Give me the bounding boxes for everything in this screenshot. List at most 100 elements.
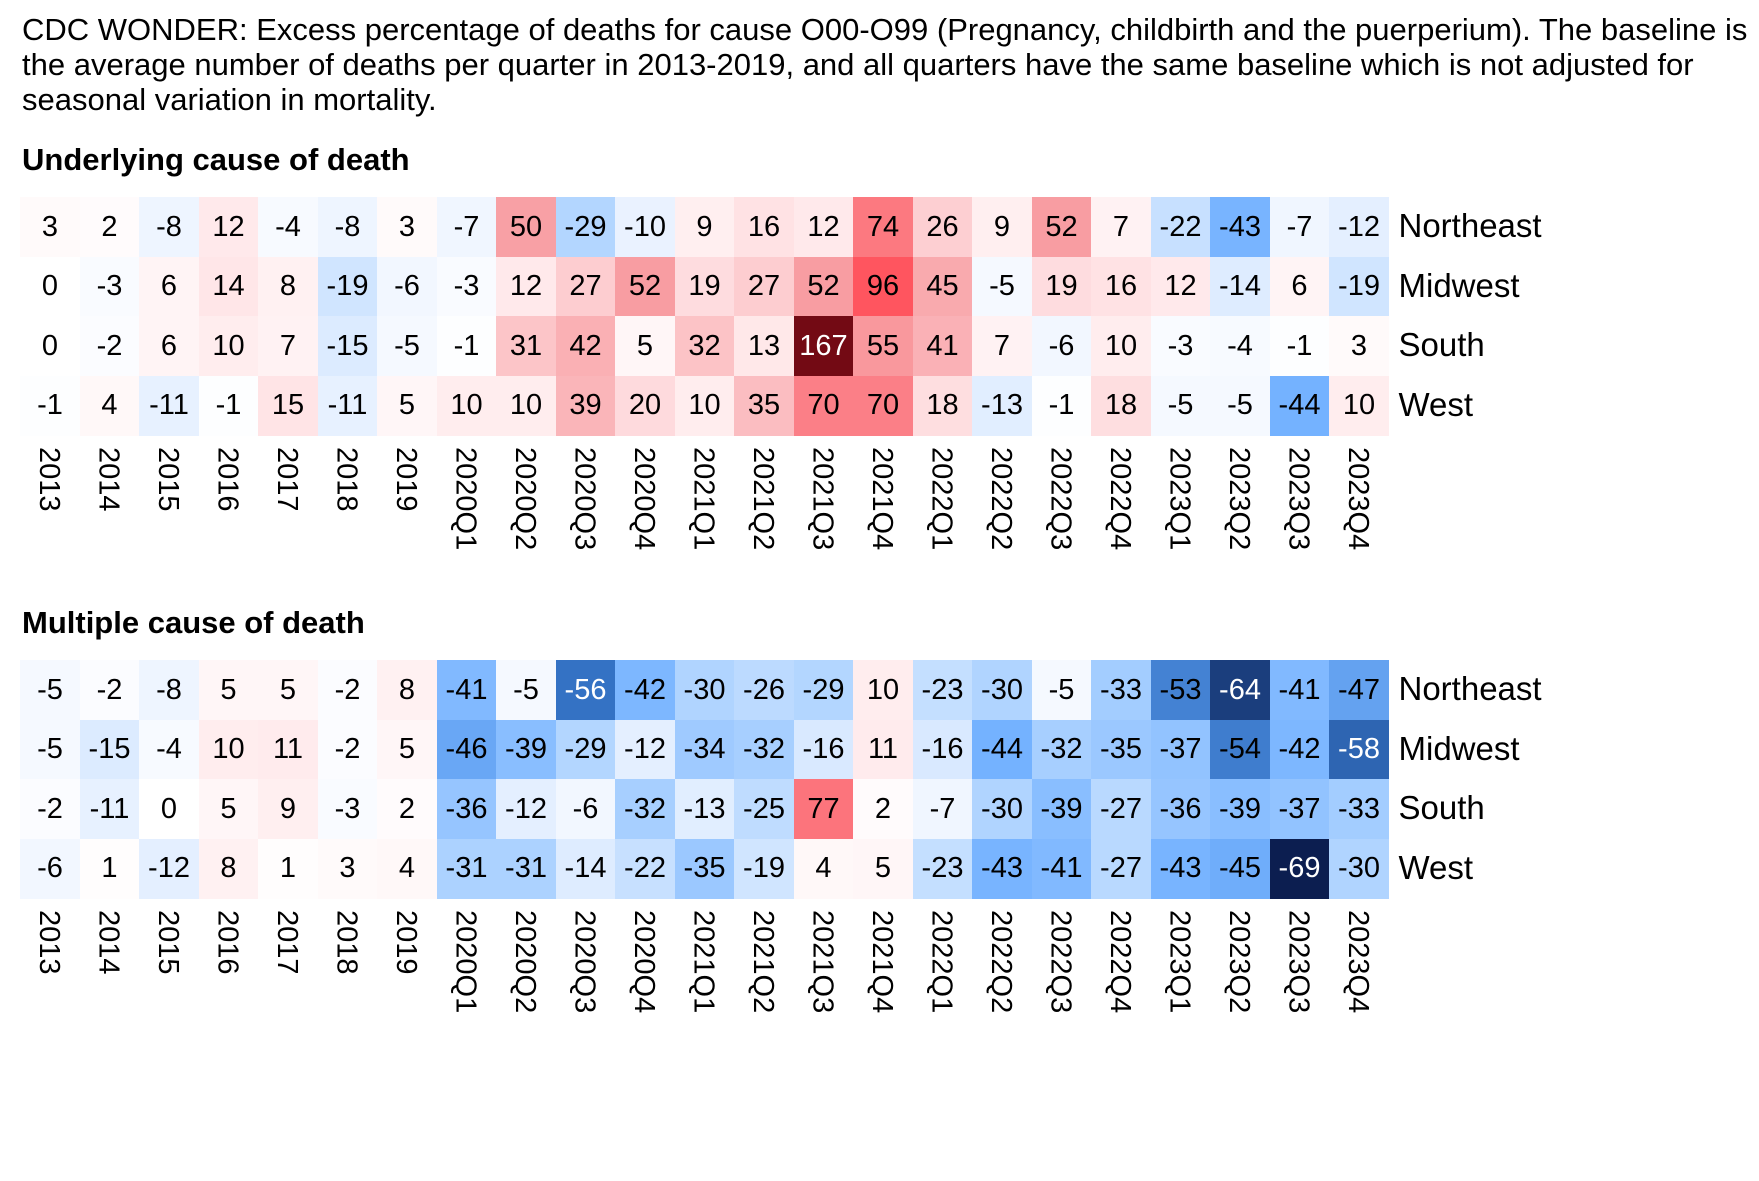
heatmap-cell: 6 <box>139 316 199 376</box>
column-label: 2020Q2 <box>509 447 541 551</box>
heatmap-cell: -27 <box>1091 838 1151 899</box>
column-label: 2020Q3 <box>568 910 601 1014</box>
heatmap-cell: -12 <box>615 719 675 780</box>
heatmap-cell: -3 <box>436 256 497 317</box>
heatmap-cell: -27 <box>1091 779 1151 839</box>
heatmap-cell: -4 <box>1210 316 1270 376</box>
column-label: 2019 <box>390 910 422 975</box>
column-label: 2020Q1 <box>449 910 482 1014</box>
heatmap-cell: 3 <box>1329 316 1389 376</box>
heatmap-cell: -1 <box>198 375 259 436</box>
heatmap-cell: -37 <box>1269 779 1330 839</box>
column-label: 2023Q2 <box>1223 910 1255 1014</box>
row-label: South <box>1398 789 1485 826</box>
column-label: 2022Q3 <box>1044 447 1077 551</box>
heatmap-cell: -69 <box>1269 838 1330 899</box>
heatmap-cell: 27 <box>555 256 616 317</box>
heatmap-cell: -53 <box>1150 660 1211 720</box>
heatmap-cell: -8 <box>139 660 199 720</box>
column-label: 2020Q4 <box>628 910 660 1014</box>
chart-caption: CDC WONDER: Excess percentage of deaths … <box>22 12 1748 117</box>
heatmap-cell: 2 <box>377 779 437 839</box>
heatmap-cell: 18 <box>1091 375 1151 436</box>
heatmap-cell: -5 <box>20 719 80 780</box>
heatmap-cell: 39 <box>555 375 616 436</box>
heatmap-cell: 8 <box>377 660 437 720</box>
heatmap-cell: -32 <box>615 779 675 839</box>
heatmap-cell: -13 <box>674 779 735 839</box>
row-label: West <box>1398 848 1474 886</box>
heatmap-cell: 52 <box>615 256 675 317</box>
heatmap-cell: 7 <box>1091 197 1151 257</box>
column-label: 2015 <box>152 447 184 512</box>
heatmap-cell: 10 <box>198 719 259 780</box>
heatmap-cell: 12 <box>793 197 854 257</box>
column-label: 2016 <box>211 910 244 975</box>
heatmap-cell: 14 <box>198 256 259 317</box>
column-label: 2014 <box>92 910 125 975</box>
heatmap-cell: -43 <box>972 838 1032 899</box>
heatmap-cell: 5 <box>258 660 318 720</box>
column-label: 2018 <box>330 910 363 975</box>
column-label: 2020Q3 <box>568 447 601 551</box>
heatmap-cell: -5 <box>377 316 437 376</box>
heatmap-cell: 70 <box>793 375 854 436</box>
heatmap-cell: -15 <box>317 316 378 376</box>
heatmap-cell: -39 <box>496 719 556 780</box>
column-label: 2014 <box>92 447 125 512</box>
heatmap-cell: 3 <box>377 197 437 257</box>
heatmap-cell: 31 <box>496 316 556 376</box>
column-label: 2021Q3 <box>806 447 839 551</box>
heatmap-cell: -47 <box>1329 660 1389 720</box>
heatmap-cell: 5 <box>377 375 437 436</box>
heatmap-cell: -5 <box>1150 375 1211 436</box>
heatmap-cell: 10 <box>436 375 497 436</box>
column-label: 2020Q4 <box>628 447 660 551</box>
row-label: Midwest <box>1398 266 1520 304</box>
heatmap-cell: -7 <box>436 197 497 257</box>
heatmap-cell: 52 <box>1031 197 1092 257</box>
heatmap-cell: -30 <box>674 660 735 720</box>
heatmap-cell: -54 <box>1210 719 1270 780</box>
heatmap-cell: -11 <box>79 779 140 839</box>
heatmap-cell: 11 <box>258 719 318 780</box>
row-label: South <box>1398 326 1485 363</box>
column-label: 2022Q1 <box>925 910 958 1014</box>
heatmap-cell: -39 <box>1210 779 1270 839</box>
heatmap-cell: -32 <box>734 719 794 780</box>
column-label: 2022Q4 <box>1104 910 1136 1014</box>
column-label: 2013 <box>33 447 65 512</box>
column-label: 2021Q2 <box>747 447 779 551</box>
heatmap-cell: -8 <box>139 197 199 257</box>
heatmap-cell: -35 <box>674 838 735 899</box>
heatmap-cell: -4 <box>139 719 199 780</box>
row-label: Midwest <box>1398 729 1520 767</box>
heatmap-cell: -11 <box>139 375 199 436</box>
heatmap-cell: -2 <box>20 779 80 839</box>
heatmap-cell: 4 <box>79 375 140 436</box>
heatmap-cell: -12 <box>496 779 556 839</box>
heatmap-cell: 18 <box>912 375 973 436</box>
heatmap-cell: 0 <box>20 316 80 376</box>
heatmap-cell: -14 <box>1210 256 1270 317</box>
column-label: 2019 <box>390 447 422 512</box>
heatmap-cell: 55 <box>853 316 913 376</box>
heatmap-cell: -32 <box>1031 719 1092 780</box>
heatmap-cell: 12 <box>496 256 556 317</box>
heatmap-cell: -16 <box>793 719 854 780</box>
heatmap-cell: -4 <box>258 197 318 257</box>
heatmap-cell: -12 <box>1329 197 1389 257</box>
heatmap-cell: -56 <box>555 660 616 720</box>
heatmap-cell: 9 <box>972 197 1032 257</box>
heatmap-cell: -44 <box>1269 375 1330 436</box>
column-label: 2015 <box>152 910 184 975</box>
heatmap-cell: 5 <box>198 660 259 720</box>
heatmap-cell: -46 <box>436 719 497 780</box>
column-label: 2021Q1 <box>687 447 720 551</box>
heatmap-cell: -30 <box>972 779 1032 839</box>
column-label: 2020Q1 <box>449 447 482 551</box>
heatmap-cell: -5 <box>496 660 556 720</box>
heatmap-cell: 3 <box>317 838 378 899</box>
heatmap-cell: 5 <box>198 779 259 839</box>
column-label: 2022Q4 <box>1104 447 1136 551</box>
